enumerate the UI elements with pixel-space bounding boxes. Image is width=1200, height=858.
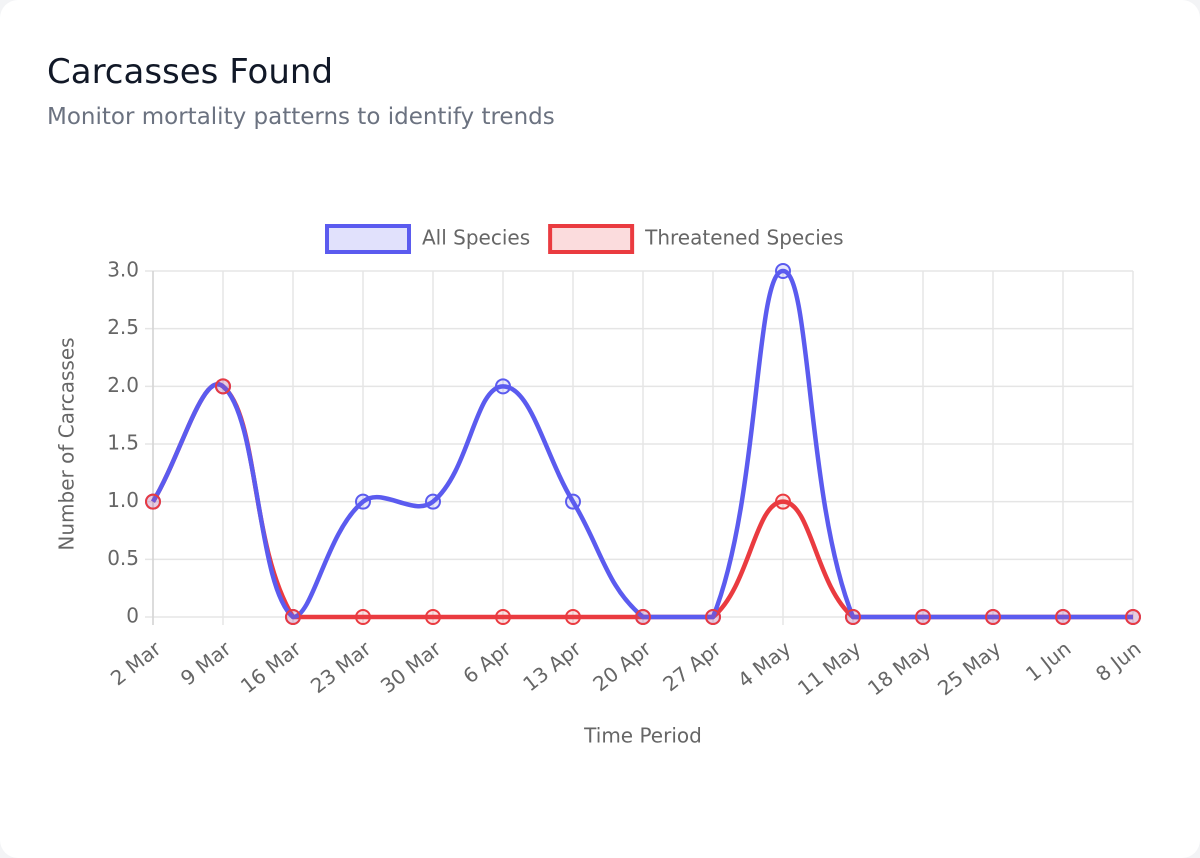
- y-axis-title: Number of Carcasses: [55, 337, 79, 550]
- legend: All Species Threatened Species: [325, 224, 844, 254]
- y-tick-label: 0: [126, 604, 139, 628]
- x-tick-label: 20 Apr: [588, 636, 656, 696]
- legend-swatch: [325, 224, 411, 254]
- y-tick-label: 2.5: [107, 315, 139, 339]
- x-tick-label: 16 Mar: [236, 636, 306, 698]
- data-point: [1125, 609, 1141, 625]
- data-point: [705, 609, 721, 625]
- x-tick-label: 4 May: [733, 636, 796, 692]
- data-point: [635, 609, 651, 625]
- data-point: [985, 609, 1001, 625]
- y-tick-label: 1.5: [107, 431, 139, 455]
- x-tick-label: 27 Apr: [658, 636, 726, 696]
- card-title: Carcasses Found: [47, 52, 334, 92]
- x-tick-label: 6 Apr: [458, 636, 516, 688]
- x-tick-label: 8 Jun: [1091, 636, 1145, 686]
- data-point: [355, 609, 371, 625]
- data-point: [425, 493, 441, 510]
- x-tick-label: 9 Mar: [176, 636, 236, 690]
- x-tick-label: 25 May: [933, 636, 1006, 700]
- x-tick-label: 2 Mar: [106, 636, 166, 690]
- x-tick-label: 11 May: [793, 636, 866, 700]
- x-tick-label: 18 May: [863, 636, 936, 700]
- x-tick-label: 1 Jun: [1021, 636, 1075, 686]
- data-point: [355, 493, 371, 510]
- series-line: [151, 268, 1133, 620]
- y-tick-label: 3.0: [107, 258, 139, 282]
- data-point: [425, 609, 441, 625]
- legend-swatch: [548, 224, 635, 254]
- data-point: [495, 378, 511, 395]
- card-subtitle: Monitor mortality patterns to identify t…: [47, 104, 555, 130]
- y-tick-label: 2.0: [107, 373, 139, 397]
- data-point: [1055, 609, 1071, 625]
- data-point: [285, 609, 301, 625]
- y-tick-label: 1.0: [107, 488, 139, 512]
- y-tick-label: 0.5: [107, 546, 139, 570]
- data-point: [775, 493, 791, 510]
- data-point: [215, 378, 231, 395]
- data-point: [495, 609, 511, 625]
- x-tick-label: 23 Mar: [306, 636, 376, 698]
- data-point: [845, 609, 861, 625]
- legend-label: Threatened Species: [644, 226, 843, 250]
- data-point: [915, 609, 931, 625]
- x-axis-title: Time Period: [583, 724, 702, 748]
- data-point: [145, 493, 161, 510]
- x-tick-label: 13 Apr: [518, 636, 586, 696]
- data-point: [565, 493, 581, 510]
- data-point: [775, 263, 791, 279]
- legend-label: All Species: [422, 226, 530, 250]
- data-point: [565, 609, 581, 625]
- x-tick-label: 30 Mar: [376, 636, 446, 698]
